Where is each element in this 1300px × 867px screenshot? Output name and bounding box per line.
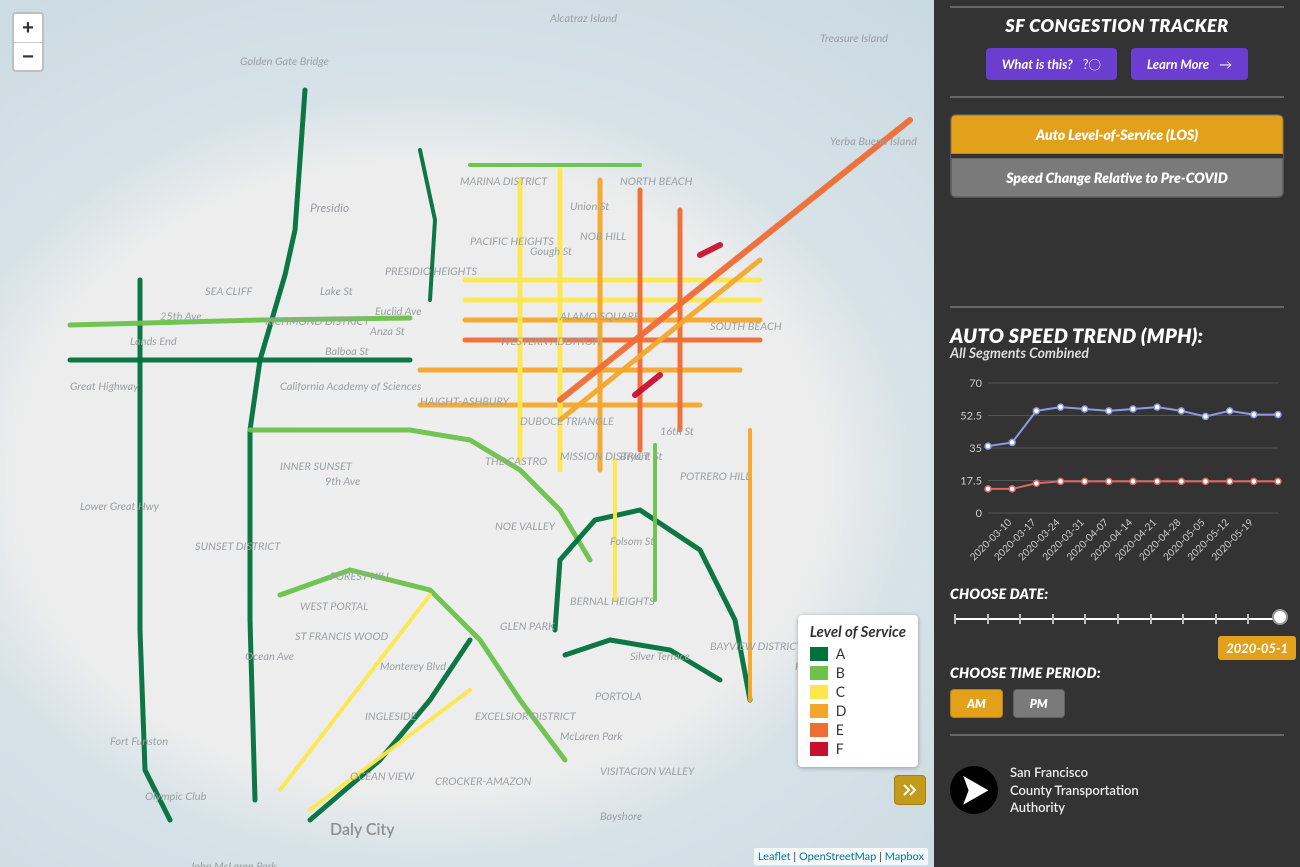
period-pm-button[interactable]: PM	[1013, 689, 1065, 718]
zoom-out-button[interactable]: −	[14, 42, 42, 70]
svg-text:52.5: 52.5	[960, 410, 982, 423]
legend: Level of Service ABCDEF	[798, 615, 918, 767]
svg-text:70: 70	[969, 377, 982, 390]
legend-row: D	[810, 702, 906, 719]
legend-title: Level of Service	[810, 623, 906, 641]
date-label: CHOOSE DATE:	[950, 585, 1284, 602]
attrib-osm[interactable]: OpenStreetMap	[799, 850, 876, 863]
speed-trend-chart: 017.53552.5702020-03-102020-03-172020-03…	[950, 373, 1284, 573]
legend-label: D	[836, 702, 847, 719]
legend-row: C	[810, 683, 906, 700]
map[interactable]: Alcatraz IslandTreasure IslandYerba Buen…	[0, 0, 934, 867]
legend-swatch	[810, 685, 828, 699]
svg-text:17.5: 17.5	[960, 475, 982, 488]
legend-label: A	[836, 645, 845, 662]
legend-swatch	[810, 723, 828, 737]
footer: San Francisco County Transportation Auth…	[950, 752, 1284, 817]
legend-label: E	[836, 721, 844, 738]
mode-toggle: Auto Level-of-Service (LOS) Speed Change…	[950, 114, 1284, 198]
legend-row: A	[810, 645, 906, 662]
arrow-right-icon: →	[1219, 56, 1232, 72]
legend-label: C	[836, 683, 845, 700]
sidebar: SF CONGESTION TRACKER What is this??⃝ Le…	[934, 0, 1300, 867]
legend-label: F	[836, 740, 844, 757]
legend-row: F	[810, 740, 906, 757]
date-slider-value: 2020-05-1	[1218, 636, 1296, 660]
svg-text:35: 35	[969, 442, 982, 455]
period-am-button[interactable]: AM	[950, 689, 1003, 718]
map-attribution: Leaflet | OpenStreetMap | Mapbox	[754, 848, 928, 865]
org-name: San Francisco County Transportation Auth…	[1010, 764, 1139, 817]
legend-row: B	[810, 664, 906, 681]
zoom-control: + −	[12, 12, 44, 72]
date-slider[interactable]: 2020-05-1	[954, 612, 1280, 652]
zoom-in-button[interactable]: +	[14, 14, 42, 42]
legend-swatch	[810, 647, 828, 661]
mode-speedchange-button[interactable]: Speed Change Relative to Pre-COVID	[951, 158, 1283, 197]
collapse-sidebar-button[interactable]	[894, 775, 926, 805]
what-is-this-button[interactable]: What is this??⃝	[986, 48, 1117, 80]
period-label: CHOOSE TIME PERIOD:	[950, 664, 1284, 681]
attrib-mapbox[interactable]: Mapbox	[885, 850, 924, 863]
map-roads-overlay	[0, 0, 934, 867]
learn-more-button[interactable]: Learn More→	[1131, 48, 1248, 80]
legend-swatch	[810, 742, 828, 756]
legend-swatch	[810, 704, 828, 718]
legend-label: B	[836, 664, 845, 681]
app-title: SF CONGESTION TRACKER	[950, 14, 1284, 36]
attrib-leaflet[interactable]: Leaflet	[758, 850, 791, 863]
legend-row: E	[810, 721, 906, 738]
legend-swatch	[810, 666, 828, 680]
help-icon: ?⃝	[1083, 56, 1101, 72]
svg-text:0: 0	[976, 507, 983, 520]
sfcta-logo	[950, 766, 998, 814]
mode-los-button[interactable]: Auto Level-of-Service (LOS)	[951, 115, 1283, 154]
